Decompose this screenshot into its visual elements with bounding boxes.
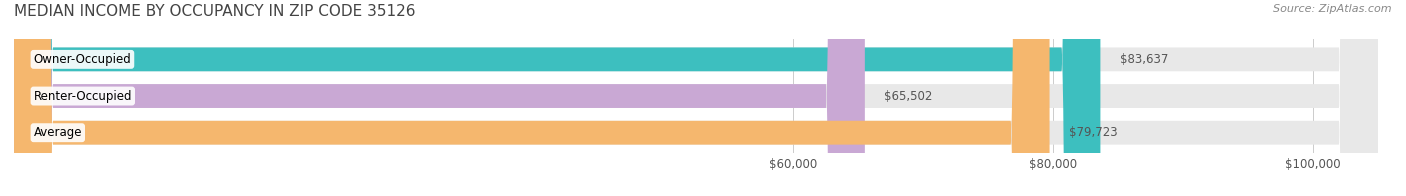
- FancyBboxPatch shape: [14, 0, 1049, 196]
- FancyBboxPatch shape: [14, 0, 1101, 196]
- Text: MEDIAN INCOME BY OCCUPANCY IN ZIP CODE 35126: MEDIAN INCOME BY OCCUPANCY IN ZIP CODE 3…: [14, 4, 416, 19]
- Text: Average: Average: [34, 126, 82, 139]
- Text: Owner-Occupied: Owner-Occupied: [34, 53, 131, 66]
- Text: $79,723: $79,723: [1069, 126, 1118, 139]
- Text: Renter-Occupied: Renter-Occupied: [34, 90, 132, 103]
- FancyBboxPatch shape: [14, 0, 1378, 196]
- FancyBboxPatch shape: [14, 0, 1378, 196]
- FancyBboxPatch shape: [14, 0, 865, 196]
- Text: $83,637: $83,637: [1121, 53, 1168, 66]
- Text: Source: ZipAtlas.com: Source: ZipAtlas.com: [1274, 4, 1392, 14]
- FancyBboxPatch shape: [14, 0, 1378, 196]
- Text: $65,502: $65,502: [884, 90, 932, 103]
